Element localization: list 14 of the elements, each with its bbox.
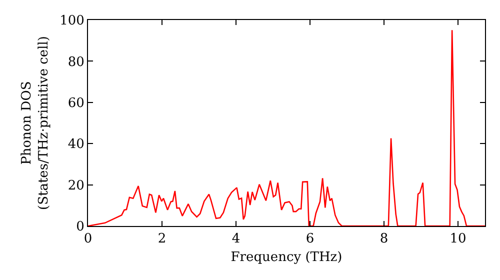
y-tick-label: 0 — [76, 220, 84, 235]
x-tick-label: 4 — [232, 232, 240, 247]
y-tick-label: 60 — [68, 96, 84, 111]
x-tick-label: 10 — [450, 232, 466, 247]
y-tick-label: 20 — [68, 178, 84, 194]
x-tick-label: 2 — [158, 232, 166, 247]
line-series — [88, 29, 485, 226]
y-axis-title: Phonon DOS (States/THz·primitive cell) — [20, 36, 52, 210]
x-tick-label: 8 — [380, 232, 388, 247]
y-tick-label: 40 — [68, 137, 84, 152]
y-tick-label: 100 — [60, 14, 84, 29]
x-axis-title: Frequency (THz) — [230, 250, 342, 266]
y-tick-label: 80 — [68, 54, 84, 70]
x-tick-label: 6 — [306, 232, 314, 247]
